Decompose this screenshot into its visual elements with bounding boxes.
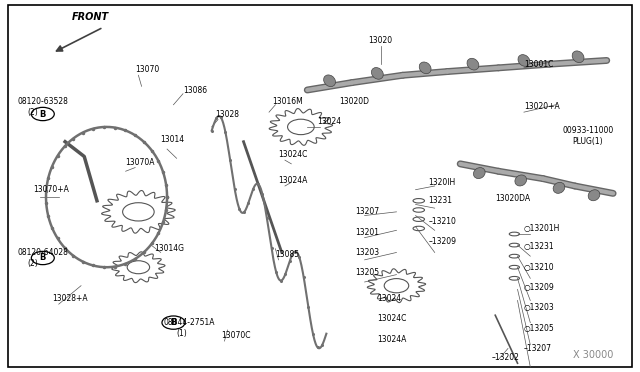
Ellipse shape xyxy=(588,190,600,201)
Text: –13207: –13207 xyxy=(524,344,552,353)
Text: (2): (2) xyxy=(27,108,38,117)
Ellipse shape xyxy=(518,55,530,66)
Circle shape xyxy=(31,251,54,264)
Ellipse shape xyxy=(419,62,431,74)
Text: ○13231: ○13231 xyxy=(524,243,554,251)
Text: 13205: 13205 xyxy=(355,268,379,277)
Text: 13024: 13024 xyxy=(378,294,401,303)
Text: 13070A: 13070A xyxy=(125,157,155,167)
Text: 13085: 13085 xyxy=(275,250,300,259)
Text: 13203: 13203 xyxy=(355,248,379,257)
Text: –13202: –13202 xyxy=(492,353,520,362)
Circle shape xyxy=(31,108,54,121)
Ellipse shape xyxy=(474,167,485,179)
Text: 08120-64028: 08120-64028 xyxy=(17,248,68,257)
Text: –13210: –13210 xyxy=(428,217,456,225)
Text: 13024A: 13024A xyxy=(278,176,308,185)
Text: 13014: 13014 xyxy=(161,135,185,144)
Text: 13028: 13028 xyxy=(215,109,239,119)
Text: ○13210: ○13210 xyxy=(524,263,554,272)
Text: 13020: 13020 xyxy=(369,36,392,45)
Text: 13070+A: 13070+A xyxy=(33,185,69,194)
Text: 13016M: 13016M xyxy=(272,97,303,106)
Text: 13024C: 13024C xyxy=(378,314,407,323)
Ellipse shape xyxy=(553,182,564,193)
Text: 08044-2751A: 08044-2751A xyxy=(164,318,216,327)
Text: B: B xyxy=(40,109,46,119)
Ellipse shape xyxy=(572,51,584,62)
Text: B: B xyxy=(170,318,177,327)
Text: (2): (2) xyxy=(27,259,38,268)
Ellipse shape xyxy=(467,58,479,70)
Text: 13014G: 13014G xyxy=(154,244,184,253)
Text: 13201: 13201 xyxy=(355,228,379,237)
Text: ○13209: ○13209 xyxy=(524,283,555,292)
Ellipse shape xyxy=(515,175,527,186)
Text: 13207: 13207 xyxy=(355,207,379,217)
Text: –13209: –13209 xyxy=(428,237,456,246)
Text: 13070: 13070 xyxy=(135,65,159,74)
Text: X 30000: X 30000 xyxy=(573,350,613,359)
Text: 13024A: 13024A xyxy=(378,335,407,344)
Text: ○13205: ○13205 xyxy=(524,324,555,333)
Text: ○13201H: ○13201H xyxy=(524,224,560,233)
Text: 13086: 13086 xyxy=(183,86,207,94)
Circle shape xyxy=(162,316,185,329)
Text: 13020+A: 13020+A xyxy=(524,102,559,111)
Ellipse shape xyxy=(371,68,383,79)
Text: 13070C: 13070C xyxy=(221,331,251,340)
Text: 13020D: 13020D xyxy=(339,97,369,106)
Text: 13001C: 13001C xyxy=(524,60,554,69)
Ellipse shape xyxy=(324,75,335,87)
Text: 08120-63528: 08120-63528 xyxy=(17,97,68,106)
Text: (1): (1) xyxy=(177,329,188,338)
Text: FRONT: FRONT xyxy=(72,12,109,22)
Text: 00933-11000: 00933-11000 xyxy=(562,126,613,135)
Text: 13231: 13231 xyxy=(428,196,452,205)
Text: 13024: 13024 xyxy=(317,117,341,126)
Text: 13024C: 13024C xyxy=(278,150,308,159)
Text: B: B xyxy=(40,253,46,263)
Text: PLUG(1): PLUG(1) xyxy=(572,137,603,146)
Text: 1320IH: 1320IH xyxy=(428,178,456,187)
Text: 13020DA: 13020DA xyxy=(495,195,531,203)
Text: ○13203: ○13203 xyxy=(524,303,555,312)
Text: 13028+A: 13028+A xyxy=(52,294,88,303)
